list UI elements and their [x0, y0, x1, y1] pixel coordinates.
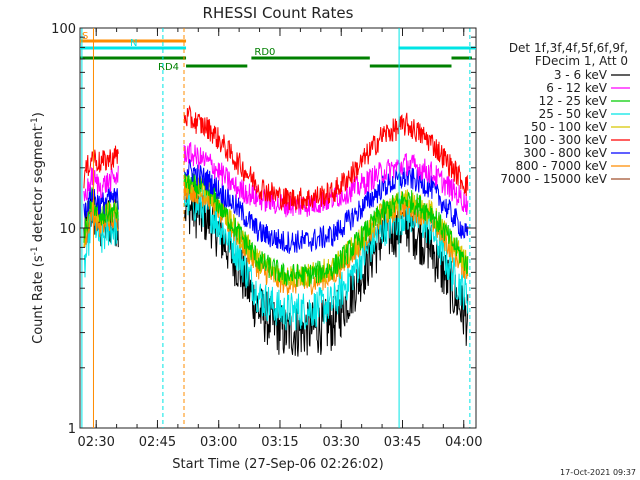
legend-header-2: FDecim 1, Att 0 [535, 54, 628, 68]
segment-label: RD0 [254, 47, 275, 58]
series-line-6 [83, 158, 469, 254]
legend-entry: 800 - 7000 keV [516, 159, 608, 173]
legend-entry: 6 - 12 keV [546, 81, 608, 95]
series-line-1 [83, 142, 469, 218]
timestamp: 17-Oct-2021 09:37 [560, 468, 636, 477]
x-tick-label: 03:30 [322, 435, 359, 450]
series-line-5 [83, 104, 469, 212]
x-tick-label: 03:15 [261, 435, 298, 450]
x-tick-label: 03:45 [384, 435, 421, 450]
x-axis-label: Start Time (27-Sep-06 02:26:02) [172, 457, 383, 472]
legend-entry: 3 - 6 keV [554, 68, 608, 82]
segment-bars: S N RD4 RD0 [80, 31, 476, 73]
plot-area [79, 27, 477, 429]
legend-entry: 300 - 800 keV [523, 146, 607, 160]
x-tick-label: 02:30 [77, 435, 114, 450]
y-axis-label: Count Rate (s-1 detector segment-1) [30, 112, 46, 344]
legend-entry: 100 - 300 keV [523, 133, 607, 147]
segment-label: RD4 [158, 62, 179, 73]
legend-entry: 25 - 50 keV [539, 107, 608, 121]
y-tick-label: 1 [68, 422, 76, 437]
legend-header-1: Det 1f,3f,4f,5f,6f,9f, [509, 41, 628, 55]
segment-label: N [130, 38, 137, 49]
legend-entry: 7000 - 15000 keV [500, 172, 607, 186]
series-lines [83, 104, 469, 357]
y-tick-label: 10 [59, 222, 76, 237]
legend: Det 1f,3f,4f,5f,6f,9f, FDecim 1, Att 0 3… [500, 41, 630, 186]
legend-entry: 50 - 100 keV [531, 120, 608, 134]
chart-title: RHESSI Count Rates [203, 4, 354, 22]
x-tick-label: 02:45 [139, 435, 176, 450]
segment-label: S [82, 31, 88, 42]
series-line-2 [83, 171, 469, 287]
y-tick-label: 100 [51, 22, 76, 37]
x-tick-label: 04:00 [445, 435, 482, 450]
plot-frame [79, 27, 477, 429]
legend-entry: 12 - 25 keV [539, 94, 608, 108]
axes: 02:30 02:45 03:00 03:15 03:30 03:45 04:00 1 10 10… [51, 22, 482, 450]
x-tick-label: 03:00 [200, 435, 237, 450]
